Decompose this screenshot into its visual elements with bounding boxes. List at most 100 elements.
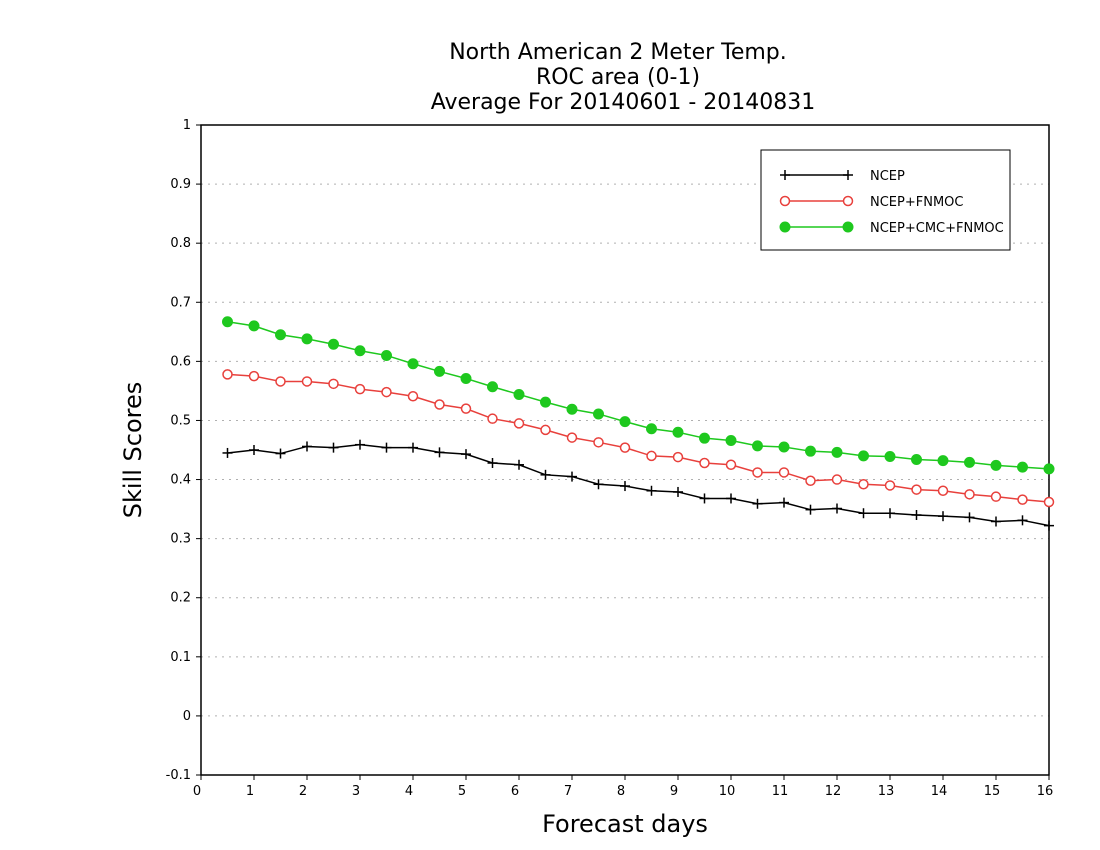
x-tick-label: 9: [670, 784, 678, 799]
ncep-cmc-fnmoc-point: [672, 426, 684, 438]
x-tick-label: 12: [825, 784, 842, 799]
ncep-point: [1017, 515, 1028, 526]
x-tick-label: 7: [564, 784, 572, 799]
x-tick-label: 0: [193, 784, 201, 799]
y-tick-label: 0.1: [170, 650, 191, 665]
legend-label: NCEP+FNMOC: [870, 195, 963, 210]
ncep-point: [593, 479, 604, 490]
ncep-fnmoc-point: [487, 413, 498, 424]
legend-ncep-point: [843, 170, 853, 180]
y-tick-label: 0.3: [170, 532, 191, 547]
ncep-cmc-fnmoc-point: [937, 455, 949, 467]
ncep-cmc-fnmoc-point: [1017, 461, 1028, 473]
ncep-fnmoc-point: [725, 459, 737, 471]
ncep-fnmoc-point: [752, 467, 763, 478]
ncep-point: [726, 493, 736, 504]
ncep-fnmoc-point: [699, 457, 710, 469]
ncep-point: [646, 485, 657, 496]
x-axis: 0 1 2 3 4 5 6 7 8 9 10 11 12 13 14 15 16: [193, 775, 1053, 799]
ncep-fnmoc-point: [1017, 494, 1028, 505]
x-tick-label: 5: [458, 784, 466, 799]
ncep-cmc-fnmoc-point: [831, 446, 843, 458]
series-line-ncep: [227, 443, 1050, 527]
legend-item-ncep: NCEP: [780, 169, 905, 184]
ncep-cmc-fnmoc-point: [487, 381, 498, 393]
ncep-fnmoc-point: [672, 451, 684, 463]
y-tick-label: 0: [183, 709, 191, 724]
ncep-point: [461, 449, 471, 460]
ncep-cmc-fnmoc-point: [301, 333, 313, 345]
ncep-fnmoc-point: [990, 491, 1002, 502]
series-line-ncep-cmc-fnmoc: [227, 321, 1050, 470]
ncep-point: [434, 447, 445, 458]
ncep-fnmoc-point: [858, 479, 869, 490]
x-axis-label: Forecast days: [542, 810, 708, 838]
legend-item-ncep-fnmoc: NCEP+FNMOC: [779, 195, 963, 210]
series-ncep-fnmoc: [222, 369, 1055, 508]
ncep-point: [858, 508, 869, 519]
x-tick-label: 3: [352, 784, 360, 799]
ncep-cmc-fnmoc-point: [699, 432, 710, 444]
ncep-point: [885, 508, 895, 519]
ncep-cmc-fnmoc-point: [911, 453, 922, 465]
legend: NCEP NCEP+FNMOC NCEP+CMC+FNMOC: [760, 149, 1011, 251]
x-tick-label: 16: [1037, 784, 1054, 799]
ncep-cmc-fnmoc-point: [619, 416, 631, 428]
legend-ncep-fnmoc-point: [779, 195, 791, 207]
legend-ncep-cmc-fnmoc-point: [842, 221, 854, 233]
ncep-fnmoc-point: [275, 376, 286, 387]
ncep-fnmoc-point: [354, 383, 366, 395]
x-tick-label: 11: [772, 784, 789, 799]
ncep-fnmoc-point: [646, 450, 657, 462]
legend-ncep-fnmoc-point: [842, 195, 854, 207]
legend-item-ncep-cmc-fnmoc: NCEP+CMC+FNMOC: [779, 221, 1004, 236]
ncep-cmc-fnmoc-point: [778, 441, 790, 453]
y-tick-label: 0.8: [170, 236, 191, 251]
ncep-fnmoc-point: [593, 437, 604, 448]
ncep-point: [699, 493, 710, 504]
ncep-cmc-fnmoc-point: [646, 423, 657, 435]
ncep-cmc-fnmoc-point: [434, 365, 445, 377]
data-series: [222, 316, 1055, 531]
chart-title-line-2: ROC area (0-1): [536, 65, 700, 90]
ncep-cmc-fnmoc-point: [540, 396, 551, 408]
ncep-cmc-fnmoc-point: [248, 320, 260, 332]
ncep-cmc-fnmoc-point: [858, 450, 869, 462]
ncep-cmc-fnmoc-point: [805, 445, 816, 457]
ncep-cmc-fnmoc-point: [222, 316, 233, 328]
x-tick-label: 14: [931, 784, 948, 799]
ncep-fnmoc-point: [805, 475, 816, 486]
ncep-point: [779, 497, 789, 508]
ncep-point: [752, 498, 763, 509]
legend-ncep-point: [780, 170, 790, 180]
ncep-fnmoc-point: [434, 399, 445, 410]
ncep-fnmoc-point: [1043, 496, 1055, 508]
ncep-cmc-fnmoc-point: [513, 388, 525, 400]
ncep-point: [567, 471, 577, 482]
chart-title: North American 2 Meter Temp. ROC area (0…: [431, 40, 816, 115]
ncep-point: [673, 486, 683, 497]
ncep-point: [275, 448, 286, 459]
ncep-fnmoc-point: [513, 418, 525, 429]
ncep-fnmoc-point: [540, 424, 551, 436]
ncep-fnmoc-point: [460, 403, 472, 414]
ncep-point: [938, 511, 948, 522]
ncep-cmc-fnmoc-point: [725, 435, 737, 447]
y-tick-label: 0.5: [170, 413, 191, 428]
series-ncep-cmc-fnmoc: [222, 316, 1055, 475]
y-tick-label: 1: [183, 118, 191, 133]
ncep-point: [222, 447, 233, 458]
x-tick-label: 15: [984, 784, 1001, 799]
ncep-cmc-fnmoc-point: [328, 338, 339, 350]
ncep-cmc-fnmoc-point: [407, 358, 419, 370]
y-tick-label: 0.4: [170, 473, 191, 488]
legend-box: [760, 149, 1011, 251]
ncep-point: [1044, 520, 1054, 531]
ncep-fnmoc-point: [222, 369, 233, 380]
ncep-fnmoc-point: [328, 378, 339, 390]
series-ncep: [222, 439, 1054, 531]
x-tick-label: 13: [878, 784, 895, 799]
ncep-fnmoc-point: [301, 376, 313, 387]
ncep-point: [964, 512, 975, 523]
y-tick-label: 0.2: [170, 591, 191, 606]
